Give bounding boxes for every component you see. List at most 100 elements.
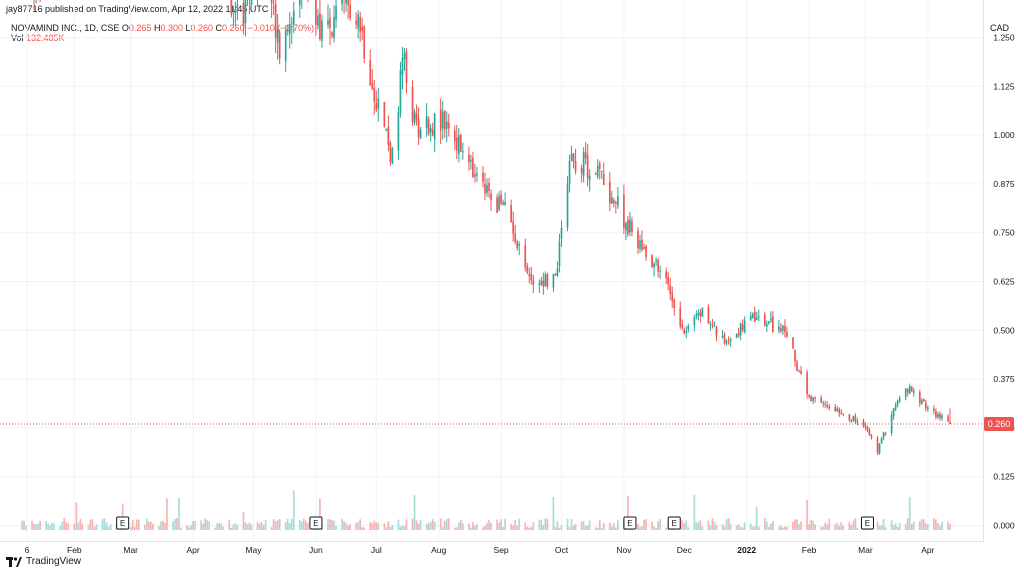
x-tick-label: Aug xyxy=(431,545,446,555)
volume-bar xyxy=(246,524,249,530)
candle-body xyxy=(427,118,430,135)
candle-body xyxy=(377,98,380,109)
candle-body xyxy=(796,361,798,371)
candle-body xyxy=(457,135,460,154)
x-tick-label: Apr xyxy=(921,545,934,555)
candle-body xyxy=(617,196,619,206)
symbol-name[interactable]: NOVAMIND INC., 1D, CSE xyxy=(11,23,120,33)
candle-body xyxy=(512,221,515,234)
candle-body xyxy=(679,307,682,327)
volume-bar xyxy=(411,518,414,530)
volume-bar xyxy=(490,522,492,530)
candle-body xyxy=(443,111,446,130)
candle-body xyxy=(927,407,929,410)
volume-bar xyxy=(721,524,724,530)
volume-bar xyxy=(810,519,812,530)
volume-bar xyxy=(757,526,760,530)
close-label: C xyxy=(215,23,223,33)
candle-body xyxy=(383,101,386,127)
volume-bar xyxy=(912,521,915,530)
volume-bar xyxy=(808,524,810,530)
candle-body xyxy=(828,406,831,409)
volume-bar xyxy=(371,523,374,530)
grid-layer xyxy=(0,0,983,541)
volume-bar xyxy=(643,519,645,530)
volume-bar xyxy=(417,523,420,530)
volume-bar xyxy=(250,524,253,530)
candle-body xyxy=(510,205,513,223)
candle-body xyxy=(681,324,684,328)
candle-body xyxy=(765,323,768,327)
volume-bar xyxy=(286,518,289,530)
volume-bar xyxy=(343,521,345,530)
volume-bar xyxy=(459,520,462,530)
volume-bar xyxy=(743,522,746,530)
candle-body xyxy=(445,121,448,129)
low-label: L xyxy=(185,23,191,33)
candle-body xyxy=(357,14,360,28)
volume-bar xyxy=(248,522,251,530)
candle-body xyxy=(812,397,814,401)
candle-body xyxy=(709,323,712,325)
candle-body xyxy=(753,311,756,322)
volume-bar xyxy=(333,520,335,530)
candle-body xyxy=(665,271,668,279)
volume-bar xyxy=(131,519,134,530)
candle-body xyxy=(723,334,726,345)
volume-bar xyxy=(341,518,343,530)
volume-bar xyxy=(518,518,521,530)
candle-body xyxy=(405,51,408,83)
volume-bar xyxy=(220,523,223,530)
volume-bar xyxy=(651,521,653,530)
candle-body xyxy=(518,244,521,246)
volume-bar xyxy=(470,527,472,530)
volume-bar xyxy=(53,523,56,530)
candle-body xyxy=(453,130,456,142)
volume-bar xyxy=(298,520,301,530)
candle-body xyxy=(941,415,943,419)
candle-body xyxy=(403,52,406,60)
volume-bar xyxy=(947,521,949,530)
volume-bar xyxy=(158,526,160,530)
candle-body xyxy=(397,112,400,151)
volume-bar xyxy=(359,519,362,530)
candle-body xyxy=(230,0,233,15)
volume-bar xyxy=(850,524,853,530)
candle-body xyxy=(659,270,661,272)
candle-body xyxy=(669,285,672,294)
volume-bar xyxy=(186,525,188,530)
volume-bar xyxy=(443,520,446,530)
volume-bar xyxy=(772,521,774,530)
volume-bar xyxy=(45,521,47,530)
candle-body xyxy=(411,86,414,122)
volume-bar xyxy=(453,527,456,530)
volume-bar xyxy=(457,522,460,530)
candle-body xyxy=(729,338,732,342)
candle-body xyxy=(780,328,782,332)
volume-bar xyxy=(109,524,112,530)
volume-bar xyxy=(482,527,484,530)
candle-body xyxy=(687,325,690,330)
candle-body xyxy=(906,388,909,393)
volume-bar xyxy=(35,524,37,530)
volume-bar xyxy=(180,527,182,530)
candle-body xyxy=(741,324,744,330)
candle-body xyxy=(947,416,949,422)
x-tick-label: Sep xyxy=(494,545,509,555)
volume-bar xyxy=(25,525,27,530)
volume-bar xyxy=(208,521,211,530)
candle-body xyxy=(904,388,907,398)
footer[interactable]: TradingView xyxy=(6,556,81,567)
candle-body xyxy=(808,395,810,397)
candle-body xyxy=(935,411,937,417)
volume-bar xyxy=(824,522,827,530)
volume-bar xyxy=(77,522,80,530)
volume-bar xyxy=(369,522,372,530)
candle-body xyxy=(566,183,569,228)
earnings-marker xyxy=(623,516,637,530)
volume-bar xyxy=(327,519,329,530)
candle-body xyxy=(331,32,333,37)
symbol-legend: NOVAMIND INC., 1D, CSE O0.265 H0.300 L0.… xyxy=(11,23,314,33)
volume-bar xyxy=(729,523,732,530)
